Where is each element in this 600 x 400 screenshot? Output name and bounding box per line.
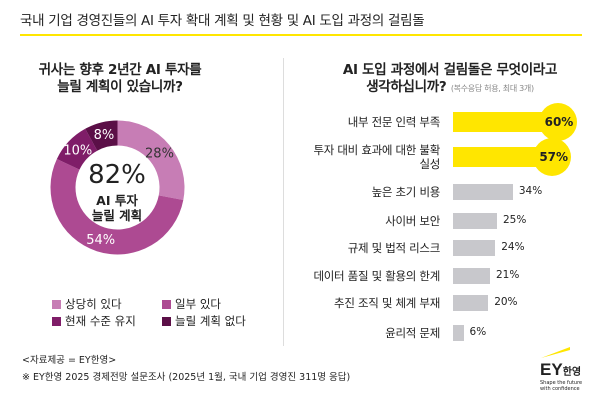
logo-tagline-1: Shape the future — [540, 380, 583, 386]
page-title: 국내 기업 경영진들의 AI 투자 확대 계획 및 현황 및 AI 도입 과정의… — [20, 13, 425, 29]
legend-item: 일부 있다 — [162, 296, 221, 312]
highlight-circle — [538, 103, 577, 141]
donut-slice — [117, 120, 185, 201]
slice-label: 28% — [145, 146, 174, 161]
bar-label: 내부 전문 인력 부족 — [347, 115, 441, 129]
bar — [453, 268, 490, 284]
bar-value: 34% — [518, 185, 543, 197]
legend-swatch — [52, 299, 61, 309]
legend-label: 현재 수준 유지 — [65, 314, 136, 328]
center-label-line2: 늘릴 계획 — [91, 208, 143, 223]
left-question: 귀사는 향후 2년간 AI 투자를 늘릴 계획이 있습니까? — [20, 62, 220, 96]
bar-label: 투자 대비 효과에 대한 불확실성 — [313, 143, 440, 171]
bar-label: 높은 초기 비용 — [371, 185, 441, 199]
question-note: (복수응답 허용, 최대 3개) — [450, 84, 534, 93]
center-label: AI 투자 늘릴 계획 — [67, 193, 167, 223]
bar — [453, 240, 496, 256]
legend-swatch — [162, 299, 171, 309]
slice-label: 8% — [94, 128, 115, 143]
legend-label: 일부 있다 — [175, 297, 221, 311]
left-question-line1: 귀사는 향후 2년간 AI 투자를 — [38, 62, 202, 78]
highlight-circle — [533, 138, 572, 176]
bar — [453, 325, 464, 341]
donut-slice — [56, 128, 98, 170]
logo-brand: EY — [540, 360, 563, 379]
slice-label: 10% — [63, 144, 92, 159]
slice-label: 54% — [86, 233, 115, 248]
bar-label: 윤리적 문제 — [385, 326, 440, 340]
bar — [453, 147, 554, 167]
bar-value: 24% — [501, 241, 525, 253]
bar-value: 57% — [539, 150, 569, 164]
legend-item: 상당히 있다 — [52, 296, 122, 312]
bar-value: 20% — [494, 296, 518, 308]
logo-beam-icon — [541, 347, 570, 358]
center-value: 82% — [88, 160, 146, 190]
bar-value: 25% — [503, 214, 527, 226]
bar-value: 6% — [469, 326, 487, 338]
bar — [453, 184, 513, 200]
bar-value: 21% — [495, 269, 520, 281]
legend-item: 늘릴 계획 없다 — [162, 313, 246, 329]
left-question-line2: 늘릴 계획이 있습니까? — [57, 79, 183, 95]
right-question-line1: AI 도입 과정에서 걸림돌은 무엇이라고 — [342, 62, 558, 78]
bar-value: 60% — [544, 115, 574, 129]
legend-label: 상당히 있다 — [65, 297, 122, 311]
center-label-line1: AI 투자 — [96, 193, 138, 208]
source: <자료제공 = EY한영> — [22, 355, 117, 366]
bar-label: 데이터 품질 및 활용의 한계 — [313, 269, 440, 283]
legend-label: 늘릴 계획 없다 — [175, 314, 246, 328]
legend-swatch — [52, 316, 61, 326]
bar-label: 규제 및 법적 리스크 — [347, 241, 441, 255]
legend-item: 현재 수준 유지 — [52, 313, 136, 329]
bar-label: 추진 조직 및 체계 부재 — [334, 296, 440, 310]
logo-name: 한영 — [562, 367, 582, 378]
title-underline — [20, 34, 582, 36]
logo-tagline-2: with confidence — [540, 386, 580, 392]
right-question: AI 도입 과정에서 걸림돌은 무엇이라고 생각하십니까? (복수응답 허용, 최… — [300, 62, 600, 97]
right-question-line2: 생각하십니까? — [366, 79, 447, 95]
survey-note: ※ EY한영 2025 경제전망 설문조사 (2025년 1월, 국내 기업 경… — [22, 372, 351, 383]
bar — [453, 213, 497, 229]
donut-slice — [85, 120, 118, 151]
bar — [453, 112, 559, 132]
divider — [283, 58, 284, 346]
legend-swatch — [162, 316, 171, 326]
bar — [453, 295, 489, 311]
bar-label: 사이버 보안 — [385, 214, 440, 228]
donut-chart: 28% 54% 10%8% — [50, 120, 185, 255]
donut-slice — [50, 158, 184, 255]
